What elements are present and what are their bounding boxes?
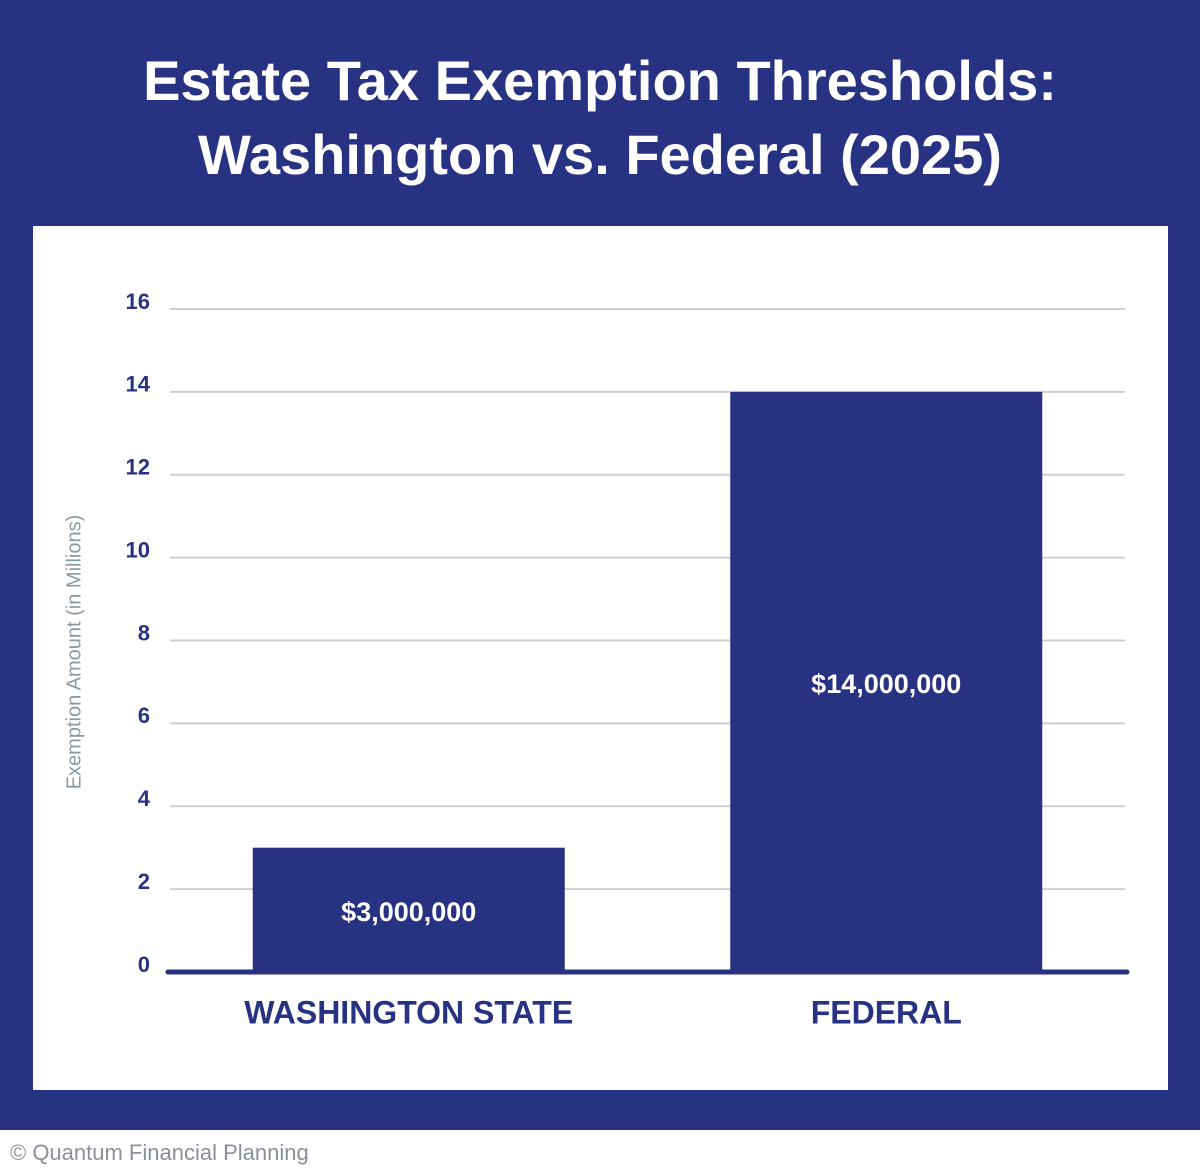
bar <box>252 847 565 972</box>
y-tick-label: 4 <box>138 786 151 811</box>
chart-title: Estate Tax Exemption Thresholds: Washing… <box>143 49 1057 186</box>
y-tick-label: 10 <box>126 537 150 562</box>
y-tick-label: 12 <box>126 455 150 480</box>
y-tick-label: 6 <box>138 703 150 728</box>
footer: © Quantum Financial Planning <box>10 1140 309 1165</box>
y-axis-label: Exemption Amount (in Millions) <box>63 515 85 790</box>
y-tick-label: 2 <box>138 869 150 894</box>
y-tick-label: 0 <box>138 952 150 977</box>
y-tick-label: 14 <box>126 372 151 397</box>
y-tick-label: 16 <box>126 289 150 314</box>
x-tick-label: WASHINGTON STATE <box>244 994 573 1030</box>
value-label: $3,000,000 <box>341 897 476 927</box>
y-tick-label: 8 <box>138 620 150 645</box>
x-tick-label: FEDERAL <box>811 994 962 1030</box>
bar <box>730 391 1043 972</box>
value-label: $14,000,000 <box>811 669 961 699</box>
